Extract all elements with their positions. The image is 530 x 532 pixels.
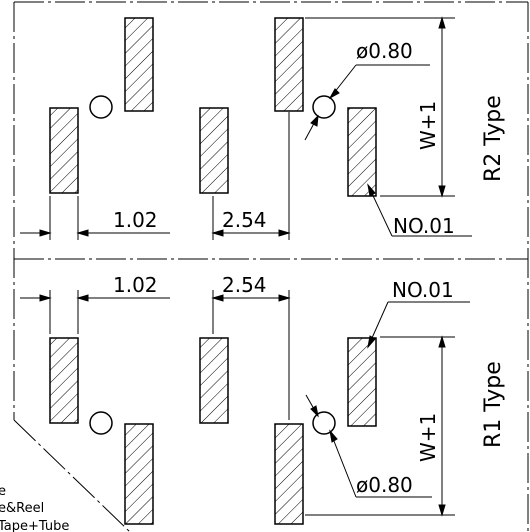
pad [274, 423, 304, 525]
pad [124, 17, 154, 112]
hole [312, 411, 336, 435]
hole [312, 95, 336, 119]
legend-line-2: e&Reel [0, 501, 44, 516]
pad [274, 17, 304, 112]
pad [347, 337, 377, 427]
dim-height [305, 16, 455, 198]
pitch-mid-label: 2.54 [222, 273, 267, 297]
r1-panel: 1.02 2.54 NO.01 W+1 [20, 273, 506, 525]
dim-pitch-mid [211, 112, 291, 240]
hole [89, 95, 113, 119]
dim-hole [305, 394, 432, 498]
pitch-mid-label: 2.54 [222, 208, 267, 232]
hole-dia-label: ø0.80 [356, 39, 413, 63]
dim-pitch-mid [211, 290, 291, 420]
dim-pitch-left [20, 196, 170, 240]
pad [49, 337, 79, 424]
r2-panel: 1.02 2.54 ø0.80 W+1 [20, 16, 506, 240]
dim-pin [367, 183, 472, 237]
height-label: W+1 [416, 101, 440, 150]
hole-dia-label: ø0.80 [356, 473, 413, 497]
legend-line-3: Tape+Tube [0, 519, 69, 532]
frame [13, 1, 529, 532]
pin-no-label: NO.01 [392, 278, 454, 302]
dim-pitch-left [20, 290, 170, 334]
pad [124, 423, 154, 525]
pad [199, 107, 229, 194]
dim-height [305, 335, 455, 517]
pad [347, 107, 377, 197]
pitch-left-label: 1.02 [113, 208, 158, 232]
height-label: W+1 [416, 413, 440, 462]
pad [199, 337, 229, 424]
legend-line-1: e [0, 484, 6, 499]
type-label: R1 Type [481, 361, 506, 448]
pitch-left-label: 1.02 [113, 273, 158, 297]
dim-pin [367, 301, 470, 349]
dim-hole [304, 64, 430, 141]
legend: e e&Reel Tape+Tube [0, 484, 69, 532]
pin-no-label: NO.01 [393, 214, 455, 238]
pad [49, 107, 79, 194]
hole [89, 411, 113, 435]
type-label: R2 Type [481, 95, 506, 182]
